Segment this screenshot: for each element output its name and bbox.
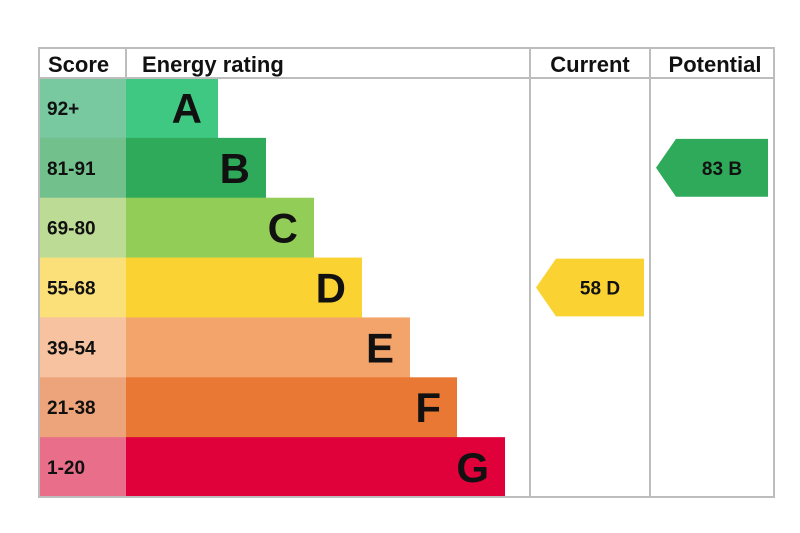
score-label-b: 81-91 bbox=[47, 159, 96, 180]
potential-header: Potential bbox=[669, 52, 762, 77]
score-label-f: 21-38 bbox=[47, 398, 96, 419]
score-cell-c bbox=[39, 197, 126, 259]
score-cell-a bbox=[39, 78, 126, 139]
potential-arrow-group: 83 B bbox=[656, 138, 768, 197]
band-letter-a: A bbox=[172, 85, 202, 132]
band-bar-c bbox=[126, 197, 314, 259]
current-rating-label: 58 D bbox=[580, 278, 620, 299]
band-letter-b: B bbox=[220, 145, 250, 192]
band-bar-f bbox=[126, 377, 457, 438]
band-bar-a bbox=[126, 78, 218, 139]
score-cell-f bbox=[39, 377, 126, 438]
band-letter-d: D bbox=[316, 264, 346, 311]
score-label-d: 55-68 bbox=[47, 278, 96, 299]
score-label-e: 39-54 bbox=[47, 338, 96, 359]
band-letter-e: E bbox=[366, 324, 394, 371]
score-cell-d bbox=[39, 257, 126, 318]
score-header: Score bbox=[48, 52, 109, 77]
energy-rating-header: Energy rating bbox=[142, 52, 284, 77]
score-cell-b bbox=[39, 137, 126, 199]
band-bar-b bbox=[126, 137, 266, 199]
grid-lines bbox=[38, 47, 775, 498]
score-cell-e bbox=[39, 317, 126, 378]
band-bar-g bbox=[126, 437, 505, 498]
band-bar-d bbox=[126, 257, 362, 318]
score-label-a: 92+ bbox=[47, 99, 79, 120]
band-letter-c: C bbox=[268, 205, 298, 252]
band-letter-f: F bbox=[415, 384, 441, 431]
score-label-c: 69-80 bbox=[47, 219, 96, 240]
current-rating-arrow bbox=[536, 258, 644, 317]
potential-rating-label: 83 B bbox=[702, 159, 742, 180]
band-bar-e bbox=[126, 317, 410, 378]
score-cell-g bbox=[39, 437, 126, 498]
table-border bbox=[38, 47, 775, 498]
current-header: Current bbox=[550, 52, 630, 77]
potential-rating-arrow bbox=[656, 138, 768, 197]
score-label-g: 1-20 bbox=[47, 458, 85, 479]
band-group: 92+ A 81-91 B 69-80 C 55-68 D 39-54 E 21-38 F 1-20 G bbox=[39, 78, 505, 498]
current-arrow-group: 58 D bbox=[536, 258, 644, 317]
band-letter-g: G bbox=[456, 444, 489, 491]
